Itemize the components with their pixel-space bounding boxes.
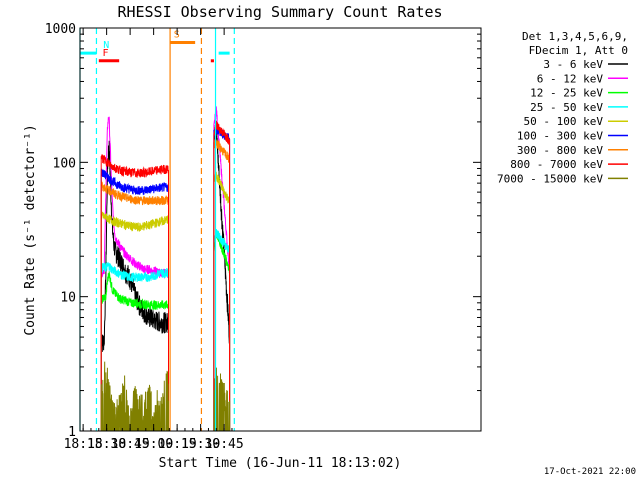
legend-entry-label: 50 - 100 keV [524, 115, 604, 128]
x-tick-label: 19:15 [158, 437, 197, 452]
x-tick-label: 18:15 [64, 437, 103, 452]
legend-entry-label: 6 - 12 keV [537, 72, 604, 85]
plot-frame [79, 27, 482, 432]
x-tick-label: 19:45 [205, 437, 244, 452]
series-trace [100, 261, 169, 431]
legend-header: FDecim 1, Att 0 [529, 44, 628, 57]
series-layer [100, 106, 231, 432]
y-tick-label: 1000 [45, 22, 76, 37]
series-trace [100, 154, 169, 431]
chart-title: RHESSI Observing Summary Count Rates [117, 3, 442, 21]
x-tick-label: 18:45 [111, 437, 150, 452]
y-axis-label: Count Rate (s⁻¹ detector⁻¹) [23, 124, 38, 335]
legend-header: Det 1,3,4,5,6,9, [522, 30, 628, 43]
legend-entry-label: 300 - 800 keV [517, 144, 603, 157]
flag-label: N [103, 40, 109, 51]
series-trace-segment2 [213, 367, 231, 432]
x-tick-label: 18:30 [87, 437, 126, 452]
series-trace [100, 181, 169, 431]
legend-entry-label: 12 - 25 keV [530, 87, 603, 100]
legend-entry-label: 25 - 50 keV [530, 101, 603, 114]
series-trace-segment2 [213, 139, 231, 431]
series-trace [100, 168, 169, 431]
series-trace-segment2 [213, 126, 231, 431]
legend-entry-label: 7000 - 15000 keV [497, 172, 603, 185]
series-trace [100, 211, 169, 431]
x-tick-label: 19:30 [181, 437, 220, 452]
series-trace [100, 361, 169, 432]
x-axis-label: Start Time (16-Jun-11 18:13:02) [159, 456, 402, 471]
y-tick-label: 10 [60, 291, 76, 306]
legend-entry-label: 3 - 6 keV [543, 58, 603, 71]
series-trace-segment2 [213, 229, 231, 431]
series-trace-segment2 [213, 171, 231, 431]
series-trace-segment2 [213, 120, 231, 431]
series-trace-segment2 [213, 106, 231, 431]
legend: Det 1,3,4,5,6,9,FDecim 1, Att 03 - 6 keV… [497, 30, 628, 185]
y-tick-label: 100 [53, 156, 76, 171]
series-trace [100, 271, 169, 431]
footer-date: 17-Oct-2021 22:00 [544, 467, 636, 477]
flag-label: F [102, 48, 108, 59]
legend-entry-label: 800 - 7000 keV [510, 158, 603, 171]
x-tick-label: 19:00 [134, 437, 173, 452]
flags-layer: NFS [79, 28, 235, 431]
y-tick-label: 1 [68, 425, 76, 440]
legend-entry-label: 100 - 300 keV [517, 130, 603, 143]
